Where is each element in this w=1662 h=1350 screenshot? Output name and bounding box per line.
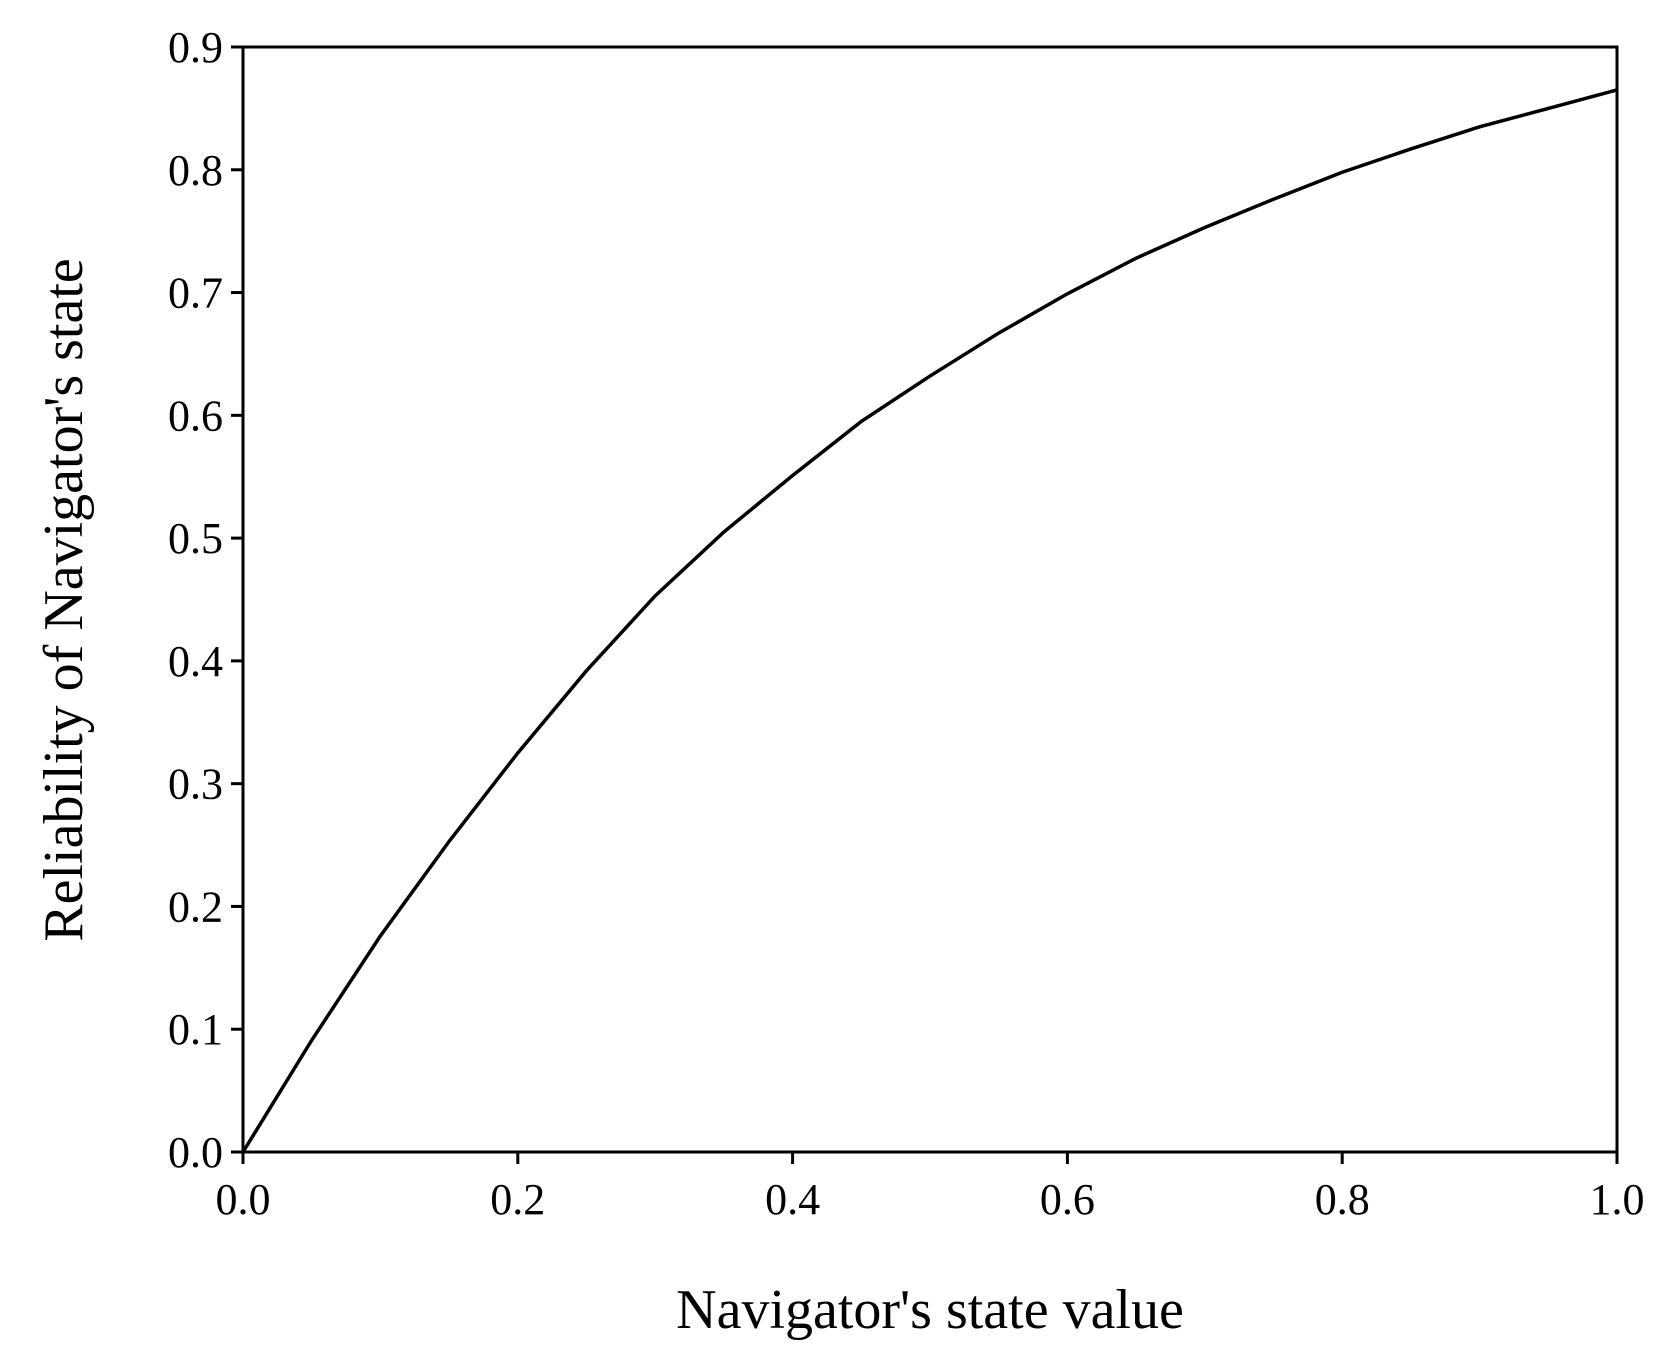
y-tick-label: 0.8 [168, 146, 223, 195]
x-tick-label: 0.4 [765, 1175, 820, 1224]
plot-frame [241, 45, 1619, 1154]
y-tick-label: 0.9 [168, 23, 223, 72]
y-tick-label: 0.0 [168, 1128, 223, 1177]
x-tick-label: 0.6 [1040, 1175, 1095, 1224]
x-tick-label: 0.8 [1315, 1175, 1370, 1224]
x-tick-label: 0.0 [216, 1175, 271, 1224]
y-tick-label: 0.5 [168, 514, 223, 563]
series-line [241, 88, 1618, 1153]
y-tick-label: 0.3 [168, 760, 223, 809]
x-tick-label: 0.2 [490, 1175, 545, 1224]
y-axis-ticks: 0.0 0.1 0.2 0.3 0.4 0.5 0.6 0.7 0.8 0.9 [168, 23, 243, 1177]
y-tick-label: 0.7 [168, 269, 223, 318]
x-axis-label: Navigator's state value [676, 1279, 1184, 1341]
y-tick-label: 0.1 [168, 1005, 223, 1054]
y-tick-label: 0.6 [168, 391, 223, 440]
y-tick-label: 0.2 [168, 882, 223, 931]
y-axis-label: Reliability of Navigator's state [33, 258, 95, 941]
x-tick-label: 1.0 [1590, 1175, 1645, 1224]
y-tick-label: 0.4 [168, 637, 223, 686]
x-axis-ticks: 0.0 0.2 0.4 0.6 0.8 1.0 [216, 1152, 1645, 1224]
